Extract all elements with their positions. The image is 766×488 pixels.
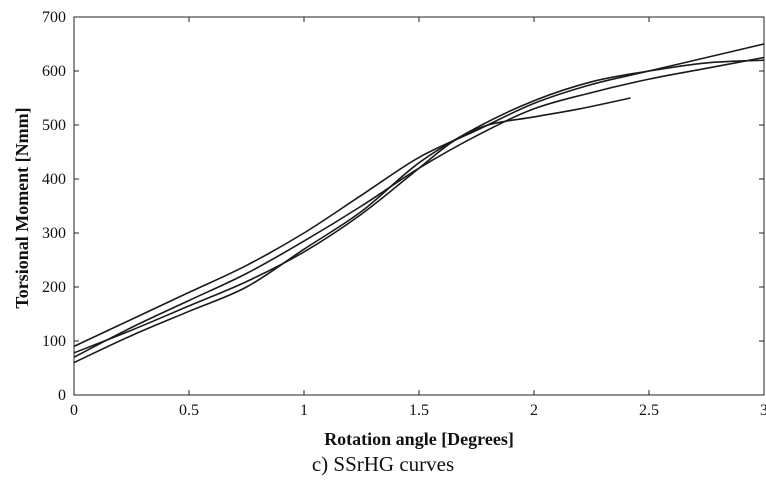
y-tick-label: 500 xyxy=(42,117,66,134)
y-tick-label: 600 xyxy=(42,63,66,80)
series-group xyxy=(73,43,765,364)
x-tick-label: 3 xyxy=(760,402,766,419)
y-tick-label: 700 xyxy=(42,9,66,26)
figure-caption: c) SSrHG curves xyxy=(311,452,455,476)
y-tick-label: 100 xyxy=(42,333,66,350)
y-tick-label: 300 xyxy=(42,225,66,242)
axis-ticks: 0 0.5 1 1.5 2 2.5 3 0 100 200 300 400 500 600 700 xyxy=(42,9,766,419)
series-line-1 xyxy=(73,43,765,348)
series-line-4 xyxy=(73,97,631,354)
x-tick-label: 2.5 xyxy=(639,402,659,419)
y-tick-label: 200 xyxy=(42,279,66,296)
y-tick-label: 400 xyxy=(42,171,66,188)
x-axis-title: Rotation angle [Degrees] xyxy=(324,429,514,449)
x-tick-label: 1.5 xyxy=(409,402,429,419)
plot-frame xyxy=(73,16,765,396)
x-tick-label: 1 xyxy=(300,402,308,419)
series-line-2 xyxy=(73,56,765,358)
series-line-3 xyxy=(73,59,765,364)
x-tick-label: 2 xyxy=(530,402,538,419)
y-axis-title: Torsional Moment [Nmm] xyxy=(12,107,32,308)
plot-axes xyxy=(73,16,765,396)
x-tick-label: 0 xyxy=(70,402,78,419)
x-tick-label: 0.5 xyxy=(179,402,199,419)
y-tick-label: 0 xyxy=(58,387,66,404)
